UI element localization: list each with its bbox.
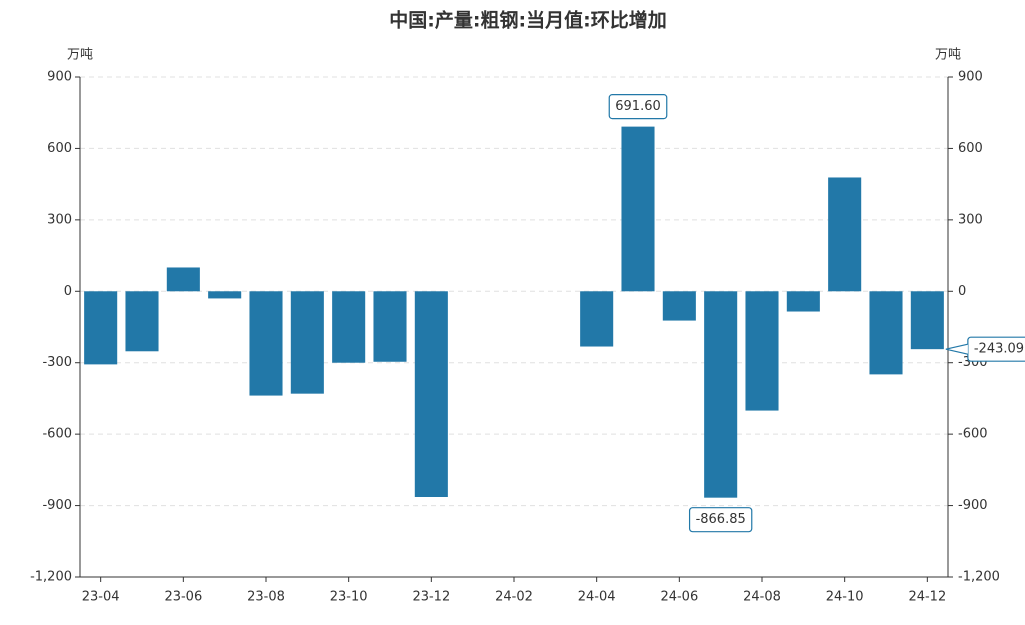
y-tick-label: 600 bbox=[47, 141, 72, 156]
bar bbox=[745, 291, 779, 411]
value-label: -866.85 bbox=[696, 512, 746, 527]
y-tick-label: 900 bbox=[47, 70, 72, 85]
y-tick-label: 300 bbox=[47, 212, 72, 227]
y-tick-label: -1,200 bbox=[30, 570, 72, 585]
x-tick-label: 23-04 bbox=[82, 590, 120, 605]
bar bbox=[580, 291, 614, 347]
x-tick-label: 24-04 bbox=[578, 590, 616, 605]
chart-title: 中国:产量:粗钢:当月值:环比增加 bbox=[389, 9, 666, 32]
x-tick-label: 23-12 bbox=[412, 590, 450, 605]
x-tick-label: 23-06 bbox=[164, 590, 202, 605]
y2-tick-label: 300 bbox=[958, 212, 983, 227]
bar bbox=[662, 291, 696, 321]
bar bbox=[373, 291, 407, 362]
bar bbox=[414, 291, 448, 497]
bar bbox=[125, 291, 159, 352]
y2-tick-label: -1,200 bbox=[958, 570, 1000, 585]
bar bbox=[166, 267, 200, 292]
y2-tick-label: -900 bbox=[958, 498, 988, 513]
x-tick-label: 23-08 bbox=[247, 590, 285, 605]
x-tick-label: 24-12 bbox=[908, 590, 946, 605]
y2-tick-label: 900 bbox=[958, 70, 983, 85]
value-label: -243.09 bbox=[974, 342, 1024, 357]
y2-axis-label: 万吨 bbox=[935, 48, 961, 63]
value-label-box bbox=[688, 507, 753, 533]
y-tick-label: 0 bbox=[64, 284, 72, 299]
value-label: 691.60 bbox=[615, 99, 661, 114]
x-tick-label: 24-08 bbox=[743, 590, 781, 605]
y2-tick-label: -600 bbox=[958, 427, 988, 442]
bar bbox=[786, 291, 820, 312]
value-label-box bbox=[608, 94, 668, 120]
x-tick-label: 24-06 bbox=[660, 590, 698, 605]
bar bbox=[332, 291, 366, 363]
bar bbox=[621, 126, 655, 292]
y-tick-label: -600 bbox=[42, 427, 72, 442]
bar bbox=[828, 177, 862, 292]
x-tick-label: 24-10 bbox=[826, 590, 864, 605]
y-tick-label: -300 bbox=[42, 355, 72, 370]
bar bbox=[869, 291, 903, 375]
bar bbox=[704, 291, 738, 498]
x-tick-label: 24-02 bbox=[495, 590, 533, 605]
bar bbox=[84, 291, 118, 365]
x-tick-label: 23-10 bbox=[330, 590, 368, 605]
bar bbox=[249, 291, 283, 396]
y2-tick-label: 0 bbox=[958, 284, 966, 299]
bar bbox=[910, 291, 944, 350]
value-label-pointer bbox=[945, 343, 968, 355]
y2-tick-label: 600 bbox=[958, 141, 983, 156]
y-axis-label: 万吨 bbox=[67, 48, 93, 63]
bar bbox=[208, 291, 242, 299]
y-tick-label: -900 bbox=[42, 498, 72, 513]
bar bbox=[290, 291, 324, 394]
